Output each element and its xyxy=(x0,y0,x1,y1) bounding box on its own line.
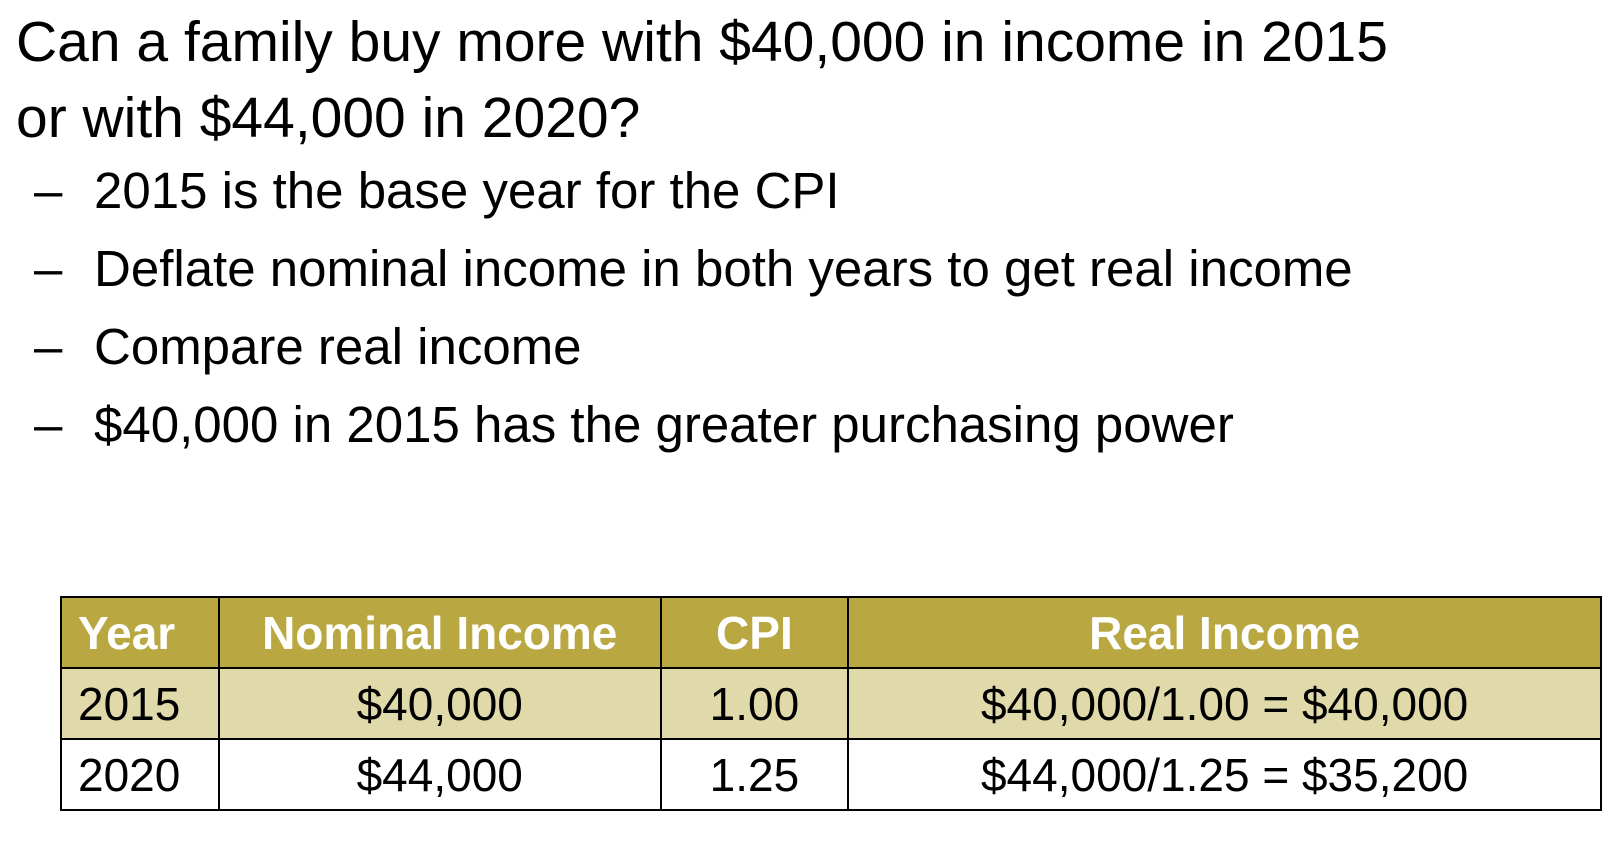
real-income-table: Year Nominal Income CPI Real Income 2015… xyxy=(60,596,1602,811)
bullet-text: $40,000 in 2015 has the greater purchasi… xyxy=(94,396,1234,453)
table-header-row: Year Nominal Income CPI Real Income xyxy=(60,596,1602,669)
table-row: 2020 $44,000 1.25 $44,000/1.25 = $35,200 xyxy=(60,738,1602,811)
header-year: Year xyxy=(60,596,220,669)
cell-nominal-income: $40,000 xyxy=(217,667,662,740)
header-cpi: CPI xyxy=(659,596,850,669)
slide-title-line-1: Can a family buy more with $40,000 in in… xyxy=(16,10,1388,74)
cell-nominal-income: $44,000 xyxy=(217,738,662,811)
header-nominal-income: Nominal Income xyxy=(217,596,662,669)
bullet-dash: – xyxy=(34,318,63,375)
header-real-income: Real Income xyxy=(847,596,1602,669)
slide-title-line-2: or with $44,000 in 2020? xyxy=(16,86,641,150)
bullet-dash: – xyxy=(34,396,63,453)
cell-cpi: 1.25 xyxy=(659,738,850,811)
bullet-text: Deflate nominal income in both years to … xyxy=(94,240,1353,297)
bullet-dash: – xyxy=(34,162,63,219)
cell-year: 2015 xyxy=(60,667,220,740)
bullet-dash: – xyxy=(34,240,63,297)
cell-year: 2020 xyxy=(60,738,220,811)
bullet-text: 2015 is the base year for the CPI xyxy=(94,162,840,219)
cell-real-income: $44,000/1.25 = $35,200 xyxy=(847,738,1602,811)
cell-real-income: $40,000/1.00 = $40,000 xyxy=(847,667,1602,740)
table-row: 2015 $40,000 1.00 $40,000/1.00 = $40,000 xyxy=(60,667,1602,740)
bullet-text: Compare real income xyxy=(94,318,582,375)
cell-cpi: 1.00 xyxy=(659,667,850,740)
slide-title: Can a family buy more with $40,000 in in… xyxy=(16,4,1596,156)
